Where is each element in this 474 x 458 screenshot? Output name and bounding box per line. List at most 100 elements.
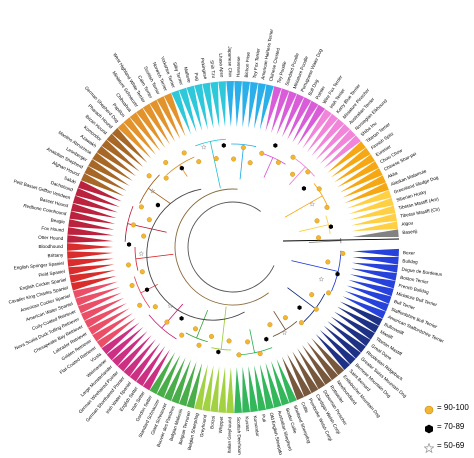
- breed-label: Shih Tzu: [209, 60, 216, 79]
- circle-icon: [424, 402, 434, 412]
- legend-row-50-69: = 50-69: [424, 438, 464, 452]
- support-hexagon: [216, 350, 220, 355]
- star-icon: [424, 440, 434, 450]
- clade-branch: [197, 310, 208, 338]
- support-circle: [316, 235, 321, 240]
- clade-wedge: [218, 367, 226, 413]
- support-circle: [182, 151, 187, 156]
- support-circle: [258, 351, 263, 356]
- support-hexagon: [273, 143, 277, 148]
- support-circle: [126, 263, 131, 268]
- breed-label: Basenji: [402, 229, 417, 235]
- support-circle: [309, 292, 314, 297]
- clade-branch: [274, 311, 286, 330]
- support-circle: [147, 174, 152, 179]
- breed-label: Pekingese: [200, 58, 208, 80]
- breed-label: Pug: [193, 72, 200, 81]
- clade-wedge: [67, 243, 113, 251]
- breed-label: Beagle: [50, 218, 65, 225]
- support-hexagon: [145, 287, 149, 292]
- support-circle: [248, 160, 253, 165]
- backbone-arc: [175, 189, 269, 305]
- support-circle: [147, 217, 152, 222]
- support-circle: [315, 219, 320, 224]
- breed-label: Whippet: [218, 416, 224, 434]
- legend-row-90-100: = 90-100: [424, 400, 469, 414]
- support-circle: [197, 343, 202, 348]
- support-circle: [140, 269, 145, 274]
- clade-branch: [264, 157, 273, 177]
- support-circle: [193, 327, 198, 332]
- clade-branch: [210, 141, 220, 188]
- breed-label: Brittany: [48, 252, 65, 258]
- clade-branch: [291, 261, 338, 272]
- support-hexagon: [222, 143, 226, 148]
- clade-wedge: [234, 367, 242, 413]
- breed-label: Field Spaniel: [38, 269, 65, 278]
- support-circle: [130, 283, 135, 288]
- support-hexagon: [297, 305, 301, 310]
- support-circle: [325, 205, 330, 210]
- support-hexagon: [156, 203, 160, 208]
- clade-wedge: [67, 235, 113, 243]
- breed-label: Algou: [401, 220, 414, 227]
- support-circle: [164, 176, 169, 181]
- breed-label: Puli: [261, 414, 267, 422]
- support-circle: [291, 155, 296, 160]
- clade-branch: [285, 196, 322, 217]
- support-circle: [137, 303, 142, 308]
- clade-branch: [148, 188, 170, 203]
- support-circle: [231, 157, 236, 162]
- support-circle: [276, 160, 281, 165]
- breed-label: Havanese: [236, 56, 242, 77]
- support-circle: [165, 320, 170, 325]
- support-circle: [131, 223, 136, 228]
- support-circle: [139, 205, 144, 210]
- support-circle: [314, 307, 319, 312]
- clade-branch: [287, 288, 315, 309]
- support-circle: [317, 187, 322, 192]
- backbone-arc: [188, 202, 274, 292]
- support-star: [319, 277, 324, 281]
- support-circle: [163, 160, 168, 165]
- breed-label: Maltese: [183, 66, 192, 83]
- legend-label: = 70-89: [437, 422, 464, 431]
- breed-label: Bulldog: [402, 258, 418, 264]
- breed-label: Akita: [387, 170, 399, 179]
- support-circle: [268, 322, 273, 327]
- support-circle: [341, 251, 346, 256]
- breed-label: Scottish Deerhound: [236, 417, 242, 455]
- support-legend: = 90-100 = 70-89 = 50-69: [424, 400, 474, 455]
- support-circle: [214, 156, 219, 161]
- clade-wedge: [67, 251, 113, 259]
- support-circle: [209, 334, 214, 339]
- breed-label: Kuvasz: [244, 416, 250, 432]
- breed-label: Boxer: [403, 250, 416, 255]
- breed-label: Greyhound: [199, 414, 208, 438]
- clade-wedge: [353, 249, 399, 257]
- support-star: [139, 251, 144, 255]
- clade-branch: [162, 304, 183, 328]
- support-circle: [227, 339, 232, 344]
- support-circle: [259, 151, 264, 156]
- hexagon-icon: [424, 421, 434, 431]
- breed-label: Saluki: [63, 175, 76, 184]
- legend-label: = 50-69: [437, 441, 464, 450]
- support-hexagon: [302, 186, 306, 191]
- clade-branch: [250, 329, 255, 353]
- support-star: [202, 145, 207, 149]
- breed-label: Toy Fox Terrier: [252, 48, 261, 79]
- breed-label: Bichon Frise: [244, 51, 251, 77]
- legend-row-70-89: = 70-89: [424, 419, 464, 433]
- clade-wedge: [226, 367, 234, 413]
- clade-wedge: [234, 81, 242, 127]
- breed-label: Bloodhound: [38, 244, 63, 249]
- support-circle: [241, 145, 246, 150]
- breed-label: Japanese Chin: [227, 46, 233, 77]
- support-star: [168, 303, 173, 307]
- backbone-arc: [147, 189, 245, 320]
- support-hexagon: [264, 337, 268, 342]
- support-circle: [141, 234, 146, 239]
- breed-label: Italian Greyhound: [227, 416, 233, 453]
